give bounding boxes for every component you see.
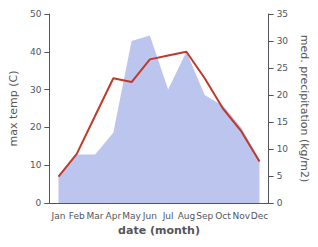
- svg-text:50: 50: [30, 9, 42, 19]
- svg-text:Aug: Aug: [178, 211, 196, 221]
- svg-text:30: 30: [30, 85, 42, 95]
- svg-text:Mar: Mar: [87, 211, 104, 221]
- svg-text:25: 25: [277, 63, 288, 73]
- svg-text:Jun: Jun: [142, 211, 157, 221]
- svg-text:5: 5: [277, 171, 283, 181]
- svg-text:Apr: Apr: [106, 211, 122, 221]
- svg-text:Sep: Sep: [196, 211, 213, 221]
- svg-text:0: 0: [36, 198, 42, 208]
- svg-text:date (month): date (month): [118, 224, 200, 237]
- svg-text:May: May: [122, 211, 141, 221]
- svg-text:30: 30: [277, 36, 289, 46]
- svg-text:Dec: Dec: [251, 211, 268, 221]
- svg-text:20: 20: [30, 122, 42, 132]
- svg-text:Jul: Jul: [162, 211, 174, 221]
- svg-text:Feb: Feb: [69, 211, 85, 221]
- svg-text:20: 20: [277, 90, 289, 100]
- svg-text:10: 10: [277, 144, 289, 154]
- svg-text:med. precipitation (kg/m2): med. precipitation (kg/m2): [298, 35, 311, 183]
- svg-text:35: 35: [277, 9, 288, 19]
- svg-text:Nov: Nov: [232, 211, 250, 221]
- svg-text:Jan: Jan: [51, 211, 66, 221]
- svg-text:max temp (C): max temp (C): [7, 70, 20, 146]
- svg-text:40: 40: [30, 47, 42, 57]
- svg-text:10: 10: [30, 160, 42, 170]
- svg-text:15: 15: [277, 117, 288, 127]
- svg-text:0: 0: [277, 198, 283, 208]
- svg-text:Oct: Oct: [215, 211, 231, 221]
